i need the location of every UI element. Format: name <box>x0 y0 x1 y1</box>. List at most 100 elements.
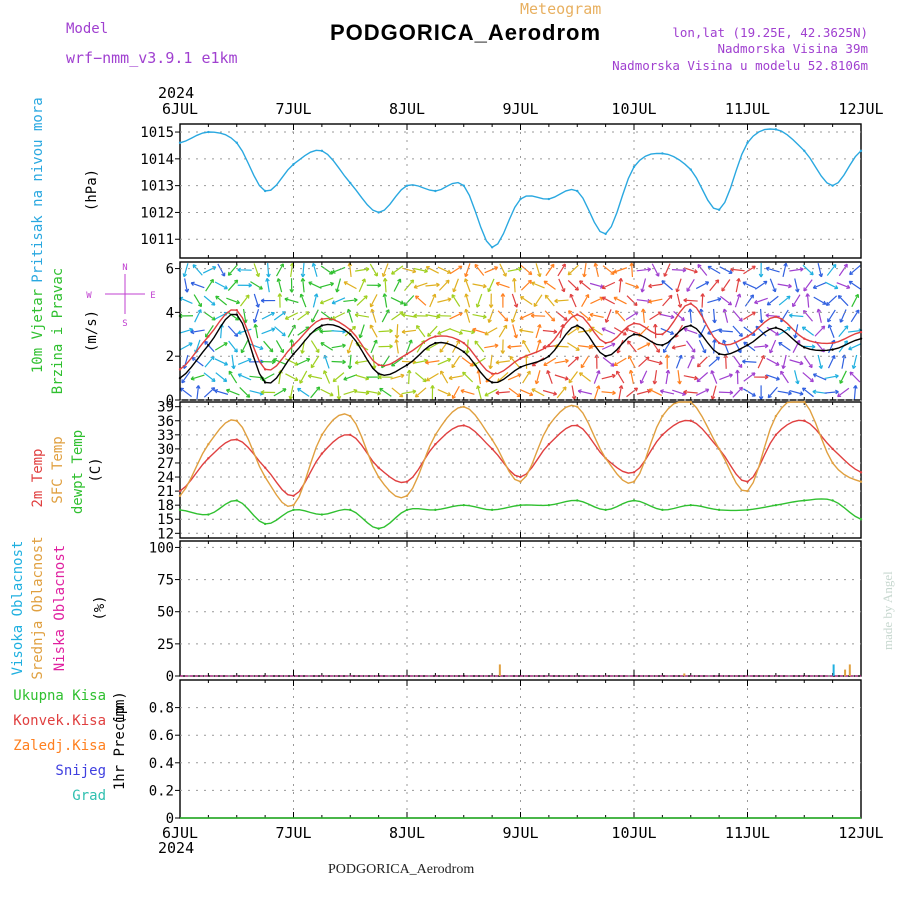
wind-arrow-head <box>765 313 770 318</box>
pressure-series-point <box>207 130 210 134</box>
pressure-series-point <box>178 141 182 144</box>
wind-series-point <box>263 368 267 371</box>
wind-arrow <box>765 314 780 318</box>
wind-arrow-head <box>662 348 667 354</box>
wind-arrow-head <box>564 358 569 364</box>
wind-series-point <box>604 354 607 358</box>
wind-arrow-head <box>331 269 336 274</box>
wind-arrow-head <box>537 339 542 344</box>
wind-arrow <box>359 324 365 339</box>
wind-arrow <box>660 313 675 319</box>
wind-arrow-head <box>827 318 832 323</box>
wind-arrow <box>554 299 569 302</box>
wind-arrow <box>789 359 804 365</box>
wind-arrow-head <box>458 330 463 335</box>
wind-arrow <box>267 262 270 278</box>
wind-arrow-head <box>190 281 195 286</box>
wind-arrow-head <box>687 308 693 313</box>
wind-arrow-head <box>589 344 594 349</box>
wind-arrow <box>203 295 216 306</box>
wind-arrow <box>719 266 733 274</box>
wind-arrow <box>261 312 275 320</box>
wind-arrow-head <box>578 372 584 377</box>
wind-arrow-head <box>640 288 645 293</box>
wind-arrow <box>203 372 216 382</box>
wind-arrow-head <box>412 268 417 274</box>
wind-arrow <box>253 293 260 308</box>
wind-arrow-head <box>727 301 733 306</box>
wind-arrow <box>451 294 461 307</box>
wind-arrow-head <box>181 379 186 384</box>
wind-arrow-head <box>319 300 324 305</box>
wind-arrow-head <box>223 285 228 290</box>
temperature-series-point <box>292 508 295 512</box>
wind-arrow-head <box>553 329 558 334</box>
pressure-series-point <box>661 152 664 155</box>
wind-arrow <box>759 308 763 323</box>
wind-arrow-head <box>228 370 233 375</box>
wind-arrow-head <box>311 318 316 323</box>
wind-arrow <box>782 354 787 369</box>
wind-arrow <box>625 311 639 321</box>
wind-arrow-head <box>569 293 574 298</box>
wind-arrow <box>686 340 696 353</box>
wind-arrow <box>663 340 672 353</box>
wind-arrow <box>253 309 260 323</box>
wind-arrow-head <box>281 332 286 337</box>
wind-arrow <box>695 281 709 290</box>
temperature-series-point <box>207 457 210 460</box>
wind-arrow-head <box>465 350 470 354</box>
wind-arrow-head <box>544 294 549 299</box>
wind-arrow <box>296 358 310 366</box>
wind-arrow <box>215 295 228 306</box>
wind-arrow <box>184 278 188 293</box>
wind-arrow <box>366 390 381 395</box>
wind-arrow-head <box>765 266 770 272</box>
wind-arrow-head <box>618 277 624 282</box>
wind-arrow <box>519 389 534 396</box>
wind-arrow-head <box>231 365 236 370</box>
wind-arrow-head <box>778 341 783 346</box>
y-tick-label: 50 <box>157 605 174 621</box>
wind-arrow <box>757 355 765 369</box>
wind-arrow-head <box>691 348 696 353</box>
wind-arrow <box>227 279 239 291</box>
wind-arrow <box>344 325 356 337</box>
wind-arrow <box>214 281 228 290</box>
wind-arrow <box>205 279 214 292</box>
wind-arrow-head <box>853 385 858 389</box>
wind-arrow <box>196 385 200 400</box>
wind-arrow <box>426 372 439 382</box>
wind-arrow <box>531 388 545 397</box>
wind-arrow <box>449 312 463 320</box>
wind-arrow <box>754 345 769 348</box>
wind-arrow <box>627 340 637 353</box>
wind-series-point <box>803 337 806 340</box>
wind-arrow-head <box>596 370 601 375</box>
wind-arrow <box>273 311 286 321</box>
wind-arrow-head <box>414 295 420 300</box>
wind-arrow <box>237 358 252 366</box>
wind-arrow <box>713 339 716 354</box>
wind-arrow-head <box>464 293 469 298</box>
wind-arrow <box>806 293 810 308</box>
wind-arrow-head <box>403 302 408 307</box>
wind-arrow-head <box>722 339 727 344</box>
pressure-series-point <box>774 128 778 131</box>
wind-arrow <box>554 374 569 380</box>
pressure-series-point <box>547 197 551 201</box>
wind-arrow-head <box>240 349 245 354</box>
wind-series-point <box>349 328 352 332</box>
temperature-series-point <box>717 447 721 451</box>
wind-arrow <box>378 330 393 333</box>
wind-arrow-head <box>601 296 606 301</box>
temperature-series-point <box>320 513 324 516</box>
wind-arrow-head <box>280 349 285 354</box>
wind-arrow <box>239 387 251 398</box>
temperature-series-point <box>774 503 778 507</box>
wind-arrow <box>484 327 498 336</box>
wind-arrow <box>836 282 850 289</box>
wind-arrow <box>310 340 320 353</box>
temperature-series-point <box>831 499 834 502</box>
wind-arrow-head <box>795 288 800 293</box>
